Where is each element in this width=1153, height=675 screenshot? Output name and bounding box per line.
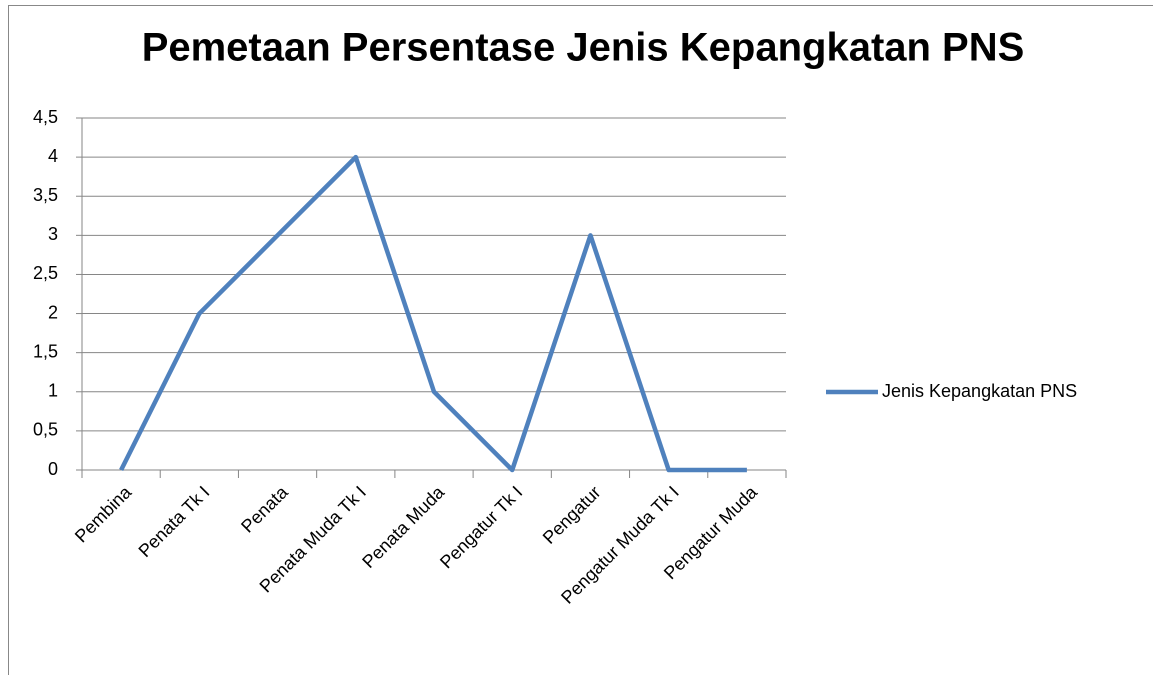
- y-tick-label: 3: [48, 224, 58, 244]
- y-tick-label: 1: [48, 381, 58, 401]
- chart-border: [8, 5, 1153, 675]
- y-tick-label: 0: [48, 459, 58, 479]
- y-tick-label: 2: [48, 302, 58, 322]
- y-tick-label: 1,5: [33, 341, 58, 361]
- chart-title: Pemetaan Persentase Jenis Kepangkatan PN…: [142, 26, 1025, 70]
- y-tick-label: 4,5: [33, 107, 58, 127]
- legend-label: Jenis Kepangkatan PNS: [882, 381, 1077, 401]
- data-line: [119, 154, 747, 473]
- y-tick-label: 4: [48, 146, 58, 166]
- y-tick-label: 0,5: [33, 420, 58, 440]
- y-tick-label: 3,5: [33, 185, 58, 205]
- y-tick-label: 2,5: [33, 263, 58, 283]
